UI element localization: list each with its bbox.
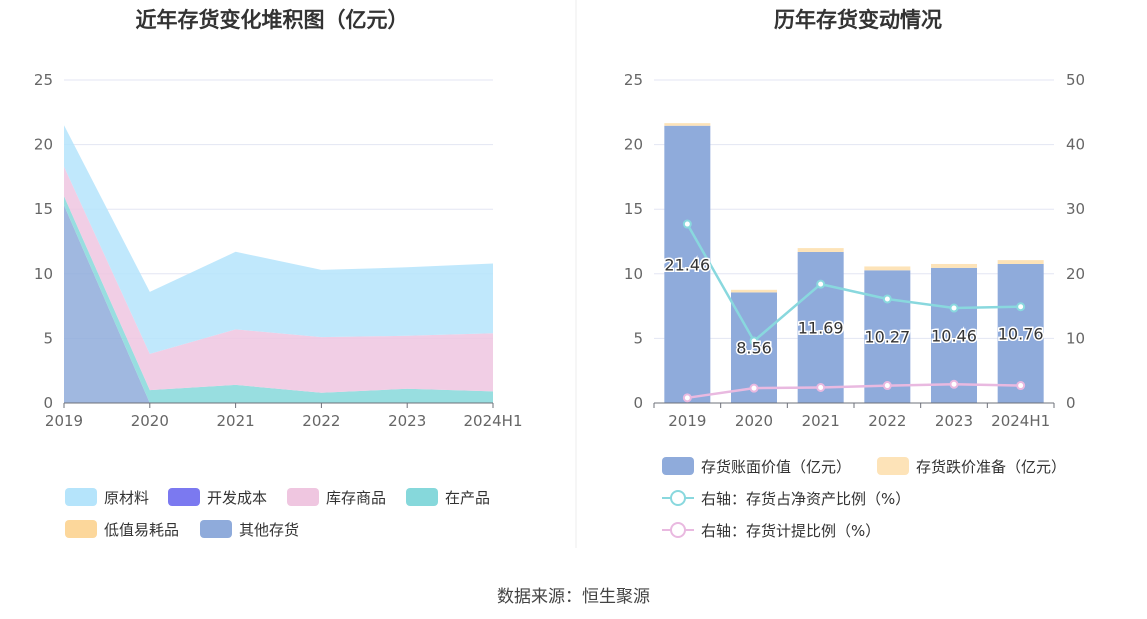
left-x-tick-label: 2022: [302, 412, 340, 430]
legend-line-marker: [670, 490, 686, 506]
legend-label: 其他存货: [239, 521, 299, 539]
line-point: [1016, 302, 1026, 312]
line-point: [749, 336, 759, 346]
right-x-tick-label: 2022: [868, 412, 906, 430]
line-point: [749, 383, 759, 393]
line-point: [1016, 381, 1026, 391]
left-y-tick-label: 5: [43, 329, 53, 347]
right-right-y-tick-label: 10: [1066, 329, 1085, 347]
bar-value-label: 10.46: [931, 326, 977, 345]
right-x-tick-label: 2020: [735, 412, 773, 430]
right-right-y-tick-label: 30: [1066, 200, 1085, 218]
right-left-y-tick-label: 5: [633, 329, 643, 347]
bar-segment: [864, 270, 911, 403]
left-x-tick-label: 2019: [45, 412, 83, 430]
bar-segment: [664, 125, 711, 403]
bar-value-label: 11.69: [798, 318, 844, 337]
left-chart-areas: [64, 125, 493, 403]
right-right-y-tick-label: 0: [1066, 394, 1076, 412]
bar-segment: [864, 266, 911, 271]
right-left-y-tick-label: 20: [624, 136, 643, 154]
bar-chart-title: 历年存货变动情况: [774, 8, 942, 32]
legend-swatch: [877, 457, 909, 475]
left-y-tick-label: 15: [34, 200, 53, 218]
legend-swatch: [662, 457, 694, 475]
bar-segment: [997, 263, 1044, 403]
legend-swatch: [65, 520, 97, 538]
line-series: [687, 383, 1021, 400]
legend-label: 存货账面价值（亿元）: [701, 458, 851, 476]
legend-label: 低值易耗品: [104, 521, 179, 539]
legend-label: 在产品: [445, 489, 490, 507]
bar-segment: [997, 260, 1044, 264]
data-source-note: 数据来源：恒生聚源: [497, 587, 650, 607]
area-series: [64, 166, 493, 393]
left-x-tick-label: 2023: [388, 412, 426, 430]
right-right-y-tick-label: 40: [1066, 136, 1085, 154]
right-chart-legend: 存货账面价值（亿元） 存货跌价准备（亿元） 右轴：存货占净资产比例（%） 右轴：存货计…: [662, 457, 1066, 540]
right-chart-bars: [664, 123, 1044, 403]
bar-segment: [731, 289, 777, 293]
line-point: [682, 219, 692, 229]
legend-swatch: [168, 488, 200, 506]
right-chart-axis: 0 5 10 15 20 25 0 10 20 30 40 50 2019 2020 2021 2022 202…: [624, 71, 1085, 430]
right-x-tick-label: 2021: [802, 412, 840, 430]
left-y-tick-label: 25: [34, 71, 53, 89]
right-left-y-tick-label: 0: [633, 394, 643, 412]
legend-label: 开发成本: [207, 489, 267, 507]
bar-segment: [797, 248, 844, 252]
legend-swatch: [65, 488, 97, 506]
line-point: [949, 303, 959, 313]
area-series: [64, 205, 493, 403]
right-left-y-tick-label: 25: [624, 71, 643, 89]
right-x-tick-label: 2024H1: [991, 412, 1050, 430]
bar-value-label: 8.56: [736, 339, 772, 358]
legend-label: 右轴：存货计提比例（%）: [701, 522, 880, 540]
left-chart-axis: 0 5 10 15 20 25 2019 2020 2021 2022 2023 2024H1: [34, 71, 523, 430]
left-x-tick-label: 2021: [217, 412, 255, 430]
left-x-tick-label: 2024H1: [464, 412, 523, 430]
area-series: [64, 125, 493, 354]
left-y-tick-label: 0: [43, 394, 53, 412]
right-chart-bar-labels: 21.46 8.56 11.69 10.27 10.46 10.76: [663, 254, 1045, 359]
line-point: [882, 381, 892, 391]
left-y-tick-label: 10: [34, 265, 53, 283]
bar-segment: [797, 251, 844, 403]
bar-value-label: 21.46: [664, 255, 710, 274]
right-left-y-tick-label: 15: [624, 200, 643, 218]
legend-swatch: [200, 520, 232, 538]
line-point: [882, 294, 892, 304]
left-y-tick-label: 20: [34, 136, 53, 154]
line-point: [816, 382, 826, 392]
right-left-y-tick-label: 10: [624, 265, 643, 283]
right-x-tick-label: 2019: [668, 412, 706, 430]
bar-value-label: 10.76: [998, 324, 1044, 343]
line-point: [816, 279, 826, 289]
line-series: [686, 223, 1021, 343]
bar-value-label: 10.27: [864, 328, 910, 347]
legend-label: 库存商品: [326, 489, 386, 507]
right-chart-grid: [654, 79, 1054, 339]
legend-swatch: [406, 488, 438, 506]
line-point: [949, 379, 959, 389]
left-x-tick-label: 2020: [131, 412, 169, 430]
right-x-tick-label: 2023: [935, 412, 973, 430]
legend-label: 存货跌价准备（亿元）: [916, 458, 1066, 476]
legend-swatch: [287, 488, 319, 506]
right-right-y-tick-label: 20: [1066, 265, 1085, 283]
legend-label: 原材料: [104, 489, 149, 507]
right-right-y-tick-label: 50: [1066, 71, 1085, 89]
bar-segment: [664, 123, 711, 126]
stacked-area-chart-title: 近年存货变化堆积图（亿元）: [136, 8, 409, 32]
legend-line-marker: [670, 522, 686, 538]
bar-segment: [931, 263, 977, 268]
right-chart-lines: [682, 219, 1026, 403]
legend-label: 右轴：存货占净资产比例（%）: [701, 490, 910, 508]
line-point: [682, 393, 692, 403]
